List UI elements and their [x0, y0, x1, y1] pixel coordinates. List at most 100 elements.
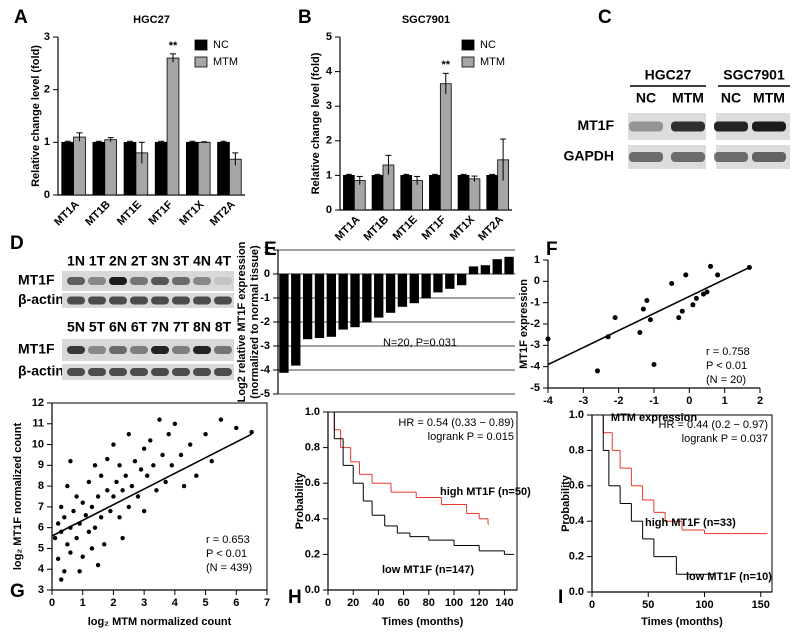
- x-tick-label: MT1E: [115, 199, 144, 228]
- blot-band: [671, 121, 705, 132]
- blot-band: [88, 296, 106, 305]
- point: [640, 306, 646, 312]
- bar: [104, 139, 117, 196]
- blot-lane: 5N: [67, 319, 85, 335]
- y-tick-label: 5: [38, 542, 44, 554]
- blot-row: β-actin: [18, 363, 64, 379]
- y-tick-label: 10: [32, 438, 44, 450]
- blot-band: [88, 346, 106, 354]
- bar: [504, 256, 514, 275]
- blot-lane: 6N: [109, 319, 127, 335]
- point: [123, 473, 128, 478]
- error-bar: [189, 140, 196, 144]
- error-bar: [126, 140, 133, 144]
- x-tick-label: 4: [172, 597, 179, 609]
- point: [178, 452, 184, 458]
- error-bar: [201, 141, 208, 143]
- point: [651, 362, 657, 368]
- blot-band: [172, 277, 190, 285]
- point: [249, 429, 254, 435]
- point: [74, 494, 79, 499]
- x-tick-label: 120: [470, 597, 488, 609]
- point: [126, 504, 131, 510]
- point: [148, 438, 153, 443]
- error-bar: [500, 138, 507, 181]
- y-tick-label: 0: [534, 275, 540, 287]
- blot-band: [130, 277, 148, 285]
- blot-band: [130, 346, 148, 354]
- point: [644, 298, 650, 304]
- point: [114, 479, 119, 485]
- point: [59, 577, 64, 582]
- legend-swatch: [194, 56, 208, 68]
- error-bar: [232, 152, 239, 166]
- bar: [385, 273, 396, 313]
- point: [120, 535, 125, 541]
- bar: [61, 141, 74, 196]
- blot-lane: 1T: [89, 253, 106, 269]
- bar: [362, 273, 372, 323]
- bar: [397, 273, 408, 307]
- point: [669, 280, 675, 286]
- point: [89, 546, 95, 551]
- y-tick-label: 1: [44, 136, 50, 148]
- bar: [421, 273, 431, 299]
- point: [102, 542, 107, 547]
- point: [62, 569, 67, 574]
- y-tick-label: 4: [326, 66, 333, 78]
- annotation: r = 0.653: [206, 534, 250, 546]
- annotation: (N = 439): [206, 562, 252, 574]
- annotation: HR = 0.54 (0.33 − 0.89): [398, 417, 514, 429]
- y-axis-label: Relative change level (fold): [30, 45, 42, 187]
- point: [92, 525, 98, 530]
- annotation: r = 0.758: [706, 346, 750, 358]
- x-tick-label: 3: [141, 597, 147, 609]
- blot-band: [67, 296, 85, 305]
- bar: [433, 273, 443, 293]
- blot-membrane: [62, 339, 234, 361]
- bar: [439, 83, 452, 211]
- y-tick-label: 0.8: [569, 444, 584, 456]
- annotation: N=20, P=0.031: [383, 337, 457, 349]
- annotation: logrank P = 0.037: [682, 433, 768, 445]
- blot-band: [88, 277, 106, 285]
- panel-label: H: [288, 587, 302, 608]
- y-axis-label: Log2 relative MT1F expression: [236, 241, 248, 402]
- bar: [468, 178, 481, 211]
- point: [52, 535, 58, 541]
- error-bar: [107, 137, 114, 142]
- point: [126, 431, 131, 437]
- bar: [350, 273, 360, 328]
- point: [234, 425, 239, 431]
- blot-band: [151, 368, 169, 376]
- point: [95, 494, 101, 499]
- x-tick-label: 40: [372, 597, 384, 609]
- y-tick-label: -3: [530, 339, 540, 351]
- bar: [217, 141, 230, 196]
- legend-label: MTM: [480, 56, 505, 68]
- bar: [343, 174, 355, 211]
- blot-band: [172, 368, 190, 376]
- bar: [429, 174, 441, 211]
- y-tick-label: 0.4: [569, 515, 585, 527]
- point: [92, 463, 98, 468]
- point: [612, 315, 618, 321]
- bar: [457, 174, 470, 211]
- panel-label: I: [558, 587, 563, 608]
- y-tick-label: -2: [530, 318, 540, 330]
- point: [704, 289, 710, 295]
- point: [55, 521, 61, 526]
- y-axis-label: MT1F expression: [518, 279, 530, 369]
- error-bar: [138, 141, 145, 164]
- x-tick-label: 60: [397, 597, 409, 609]
- y-axis-label: (normalized to normal tissue): [249, 245, 261, 399]
- y-axis-label: log₂ MT1F normalized count: [12, 423, 24, 571]
- blot-band: [214, 277, 232, 285]
- x-tick-label: MT1X: [448, 213, 478, 243]
- panel-label: A: [14, 7, 28, 28]
- point: [105, 456, 110, 462]
- point: [154, 488, 159, 493]
- blot-band: [193, 296, 211, 305]
- point: [62, 515, 67, 520]
- x-tick-label: 0: [325, 597, 331, 609]
